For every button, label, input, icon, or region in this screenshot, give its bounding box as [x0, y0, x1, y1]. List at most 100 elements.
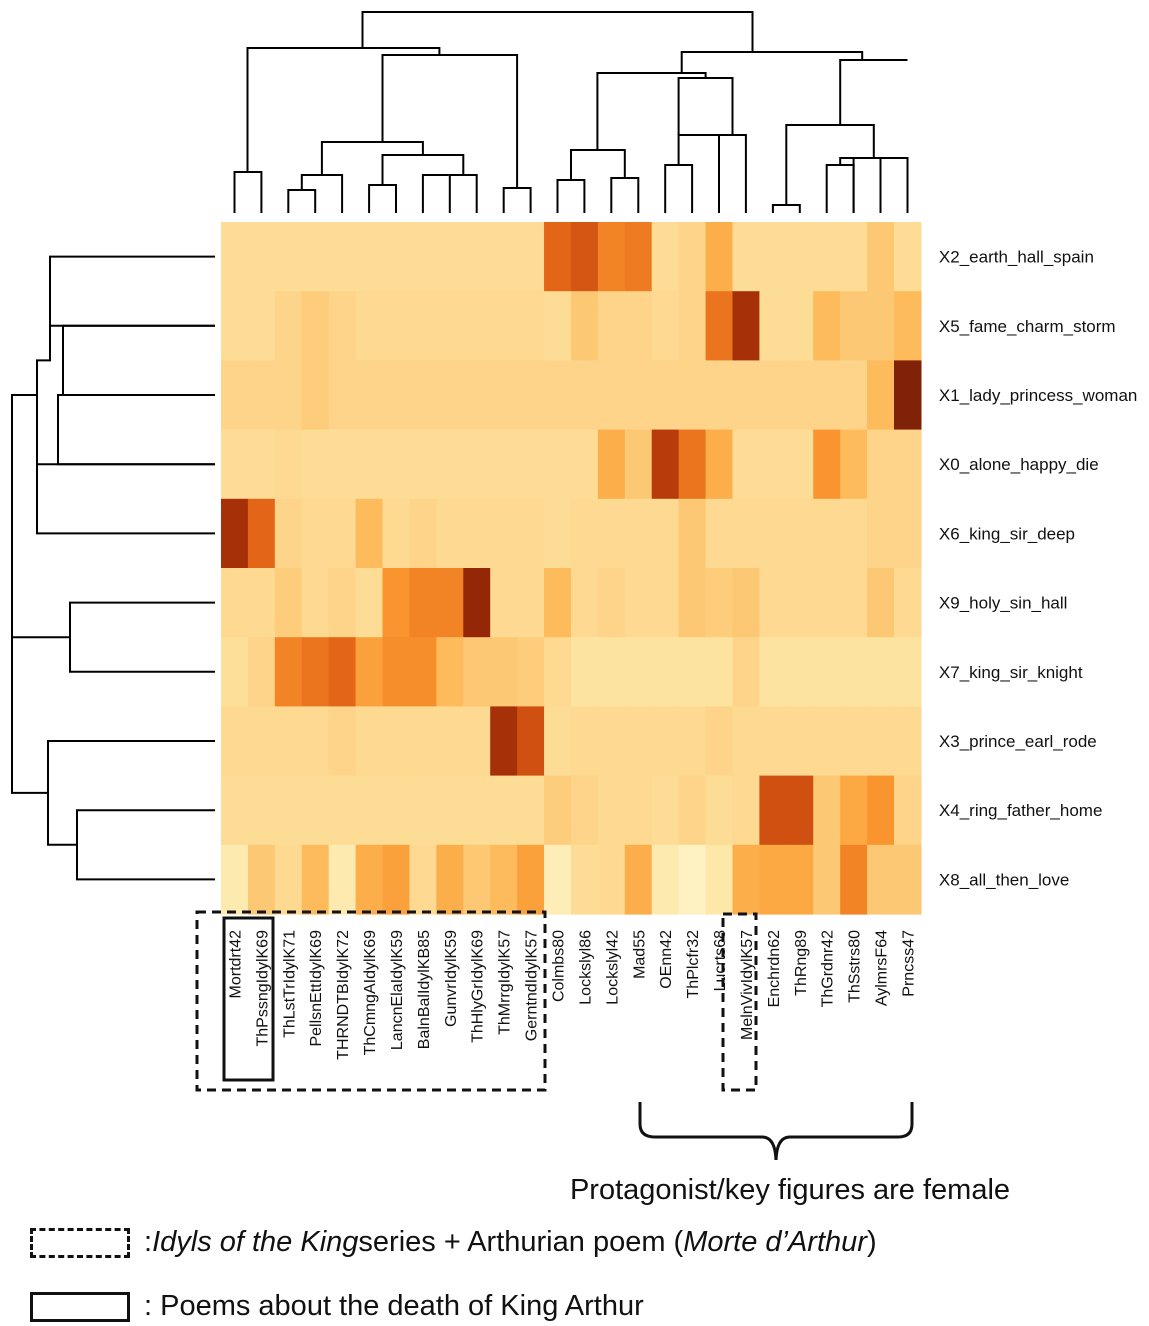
- heatmap-cell: [867, 637, 895, 707]
- heatmap-cell: [813, 498, 841, 569]
- column-label: ThSstrs80: [847, 930, 864, 1003]
- heatmap-cell: [436, 706, 464, 777]
- heatmap-cell: [221, 637, 249, 707]
- heatmap-cell: [813, 706, 841, 777]
- heatmap-cell: [678, 706, 707, 777]
- dendrogram-link: [49, 255, 215, 327]
- heatmap-cell: [570, 429, 599, 500]
- heatmap-cell: [490, 498, 518, 569]
- heatmap-cell: [651, 360, 680, 431]
- heatmap-cell: [705, 498, 734, 569]
- heatmap-cell: [570, 222, 599, 292]
- heatmap-cell: [247, 844, 276, 915]
- heatmap-cell: [678, 291, 707, 361]
- heatmap-cell: [732, 844, 760, 915]
- heatmap-cell: [705, 360, 734, 431]
- dendrogram-link: [381, 54, 519, 188]
- heatmap-cell: [570, 775, 599, 846]
- heatmap-cell: [786, 291, 814, 361]
- heatmap-cell: [409, 360, 437, 431]
- heatmap-cell: [328, 222, 357, 292]
- heatmap-cell: [463, 637, 491, 707]
- heatmap-cell: [544, 568, 572, 638]
- dendrogram-link: [677, 77, 734, 135]
- heatmap-cell: [678, 568, 707, 638]
- dendrogram-link: [62, 324, 215, 396]
- heatmap-cell: [651, 706, 680, 777]
- row-label: X2_earth_hall_spain: [939, 248, 1094, 267]
- dendrogram-link: [718, 134, 747, 213]
- dendrogram-link: [76, 809, 215, 881]
- heatmap-cell: [463, 498, 491, 569]
- heatmap-cell: [382, 291, 411, 361]
- heatmap-cell: [894, 222, 922, 292]
- heatmap-cell: [759, 222, 787, 292]
- dendrogram-link: [361, 11, 754, 52]
- heatmap-cell: [894, 498, 922, 569]
- heatmap-cell: [732, 706, 760, 777]
- heatmap-cell: [597, 360, 626, 431]
- heatmap-cell: [732, 637, 760, 707]
- dendrogram-link: [69, 601, 215, 673]
- heatmap-cell: [894, 291, 922, 361]
- column-label: ThPlcfr32: [685, 930, 702, 999]
- dendrogram-link: [11, 636, 70, 794]
- dendrogram-link: [233, 171, 263, 213]
- heatmap-cell: [651, 291, 680, 361]
- heatmap-cell: [490, 844, 518, 915]
- heatmap-cell: [328, 844, 357, 915]
- heatmap-cell: [624, 706, 653, 777]
- heatmap-cell: [436, 775, 464, 846]
- heatmap-cell: [570, 637, 599, 707]
- heatmap-cell: [570, 291, 599, 361]
- heatmap-cell: [705, 429, 734, 500]
- heatmap-cell: [274, 844, 303, 915]
- heatmap-cell: [274, 429, 303, 500]
- heatmap-cell: [544, 775, 572, 846]
- heatmap-cell: [221, 291, 249, 361]
- heatmap-cell: [624, 222, 653, 292]
- heatmap-cell: [651, 498, 680, 569]
- row-label: X3_prince_earl_rode: [939, 732, 1097, 751]
- heatmap-cell: [274, 568, 303, 638]
- heatmap-cell: [517, 775, 545, 846]
- heatmap-cell: [894, 637, 922, 707]
- heatmap-cell: [813, 360, 841, 431]
- female-brace: [638, 1102, 914, 1160]
- dendrogram-link: [556, 179, 586, 213]
- heatmap-cell: [597, 222, 626, 292]
- column-label: LancnElaIdylK59: [389, 930, 406, 1050]
- heatmap-cell: [221, 706, 249, 777]
- heatmap-cell: [786, 429, 814, 500]
- heatmap-cell: [705, 291, 734, 361]
- dendrogram-link: [421, 174, 449, 213]
- dendrogram-link: [596, 72, 707, 150]
- heatmap-cell: [678, 222, 707, 292]
- heatmap-cell: [813, 637, 841, 707]
- row-label: X0_alone_happy_die: [939, 455, 1099, 474]
- heatmap-cell: [490, 637, 518, 707]
- heatmap-cell: [597, 291, 626, 361]
- column-label: ThMrrgIdylK57: [497, 930, 514, 1035]
- heatmap-cell: [328, 429, 357, 500]
- heatmap-cell: [463, 568, 491, 638]
- heatmap-cell: [544, 429, 572, 500]
- dendrogram-link: [825, 164, 855, 213]
- dendrogram-link: [771, 204, 801, 213]
- heatmap-cell: [624, 498, 653, 569]
- column-label: ThCmngAIdylK69: [362, 930, 379, 1055]
- heatmap-cell: [759, 637, 787, 707]
- heatmap-cell: [328, 568, 357, 638]
- heatmap-cell: [382, 844, 411, 915]
- heatmap-cell: [786, 637, 814, 707]
- heatmap-cell: [570, 498, 599, 569]
- heatmap-cell: [517, 222, 545, 292]
- legend-dashed-italic-2: Morte d’Arthur: [683, 1226, 867, 1258]
- heatmap-cell: [786, 844, 814, 915]
- heatmap-cell: [840, 706, 868, 777]
- heatmap-cell: [894, 775, 922, 846]
- heatmap-cell: [732, 498, 760, 569]
- heatmap-cell: [409, 429, 437, 500]
- column-label: ThRng89: [793, 930, 810, 996]
- group-boxes: [195, 910, 758, 1092]
